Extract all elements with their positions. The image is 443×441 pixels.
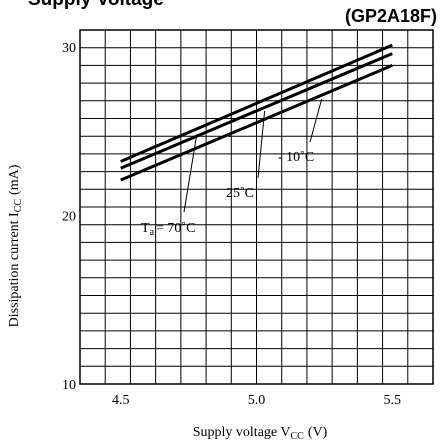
series-line-0 <box>120 43 393 163</box>
grid <box>79 29 434 385</box>
annotation-label: Ta = 70˚C <box>141 221 195 238</box>
y-tick-label: 30 <box>62 41 76 56</box>
x-tick-label: 4.5 <box>112 393 130 408</box>
annotation-leader <box>183 134 198 213</box>
x-tick-label: 5.5 <box>384 393 402 408</box>
series-line-1 <box>120 52 393 170</box>
annotations: Ta = 70˚C 25˚C - 10˚C <box>141 98 323 238</box>
x-tick-label: 5.0 <box>248 393 266 408</box>
y-tick-label: 20 <box>62 209 76 224</box>
x-axis-label: Supply voltage VCC (V) <box>193 425 328 441</box>
annotation-leader <box>309 98 323 143</box>
annotation-label: - 10˚C <box>278 150 314 165</box>
tick-labels: 4.5 5.0 5.5 10 20 30 <box>62 41 401 408</box>
y-tick-label: 10 <box>62 378 76 393</box>
series-line-2 <box>120 64 393 182</box>
plot-frame <box>79 29 434 385</box>
chart-title: Supply Voltage <box>28 0 164 10</box>
annotation-label: 25˚C <box>226 186 254 201</box>
y-axis-label: Dissipation current ICC(mA) <box>7 164 24 327</box>
series-lines <box>120 43 393 182</box>
annotation-leader <box>257 110 266 179</box>
chart-subtitle: (GP2A18F) <box>345 6 437 26</box>
